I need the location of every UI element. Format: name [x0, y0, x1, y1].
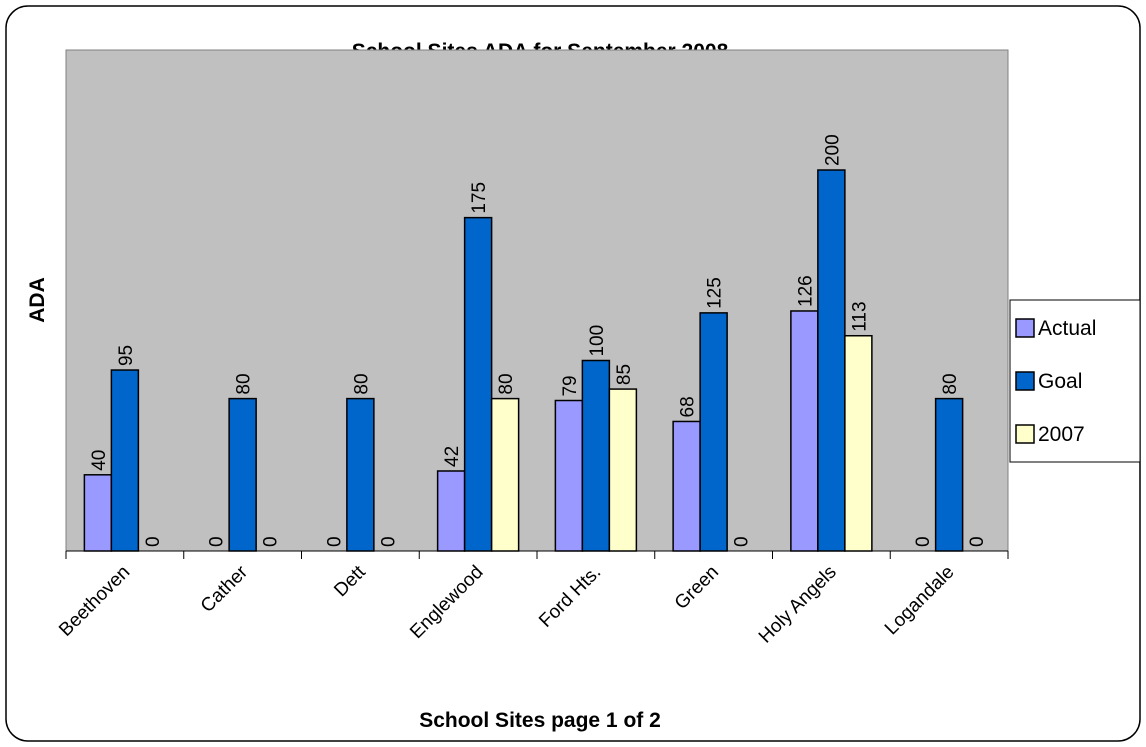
- value-label: 125: [705, 277, 726, 309]
- value-label: 0: [967, 536, 988, 547]
- value-label: 0: [261, 536, 282, 547]
- legend-swatch: [1015, 371, 1035, 391]
- value-label: 0: [732, 536, 753, 547]
- y-axis-title: ADA: [26, 277, 49, 323]
- bar: [699, 312, 728, 552]
- bar: [581, 359, 611, 552]
- value-label: 113: [849, 301, 870, 331]
- value-label: 80: [496, 373, 517, 394]
- value-label: 0: [378, 536, 399, 547]
- bar: [110, 369, 140, 552]
- bar: [608, 388, 638, 552]
- value-label: 80: [940, 373, 961, 394]
- legend-swatch: [1015, 318, 1035, 338]
- bar: [490, 397, 520, 552]
- value-label: 42: [442, 446, 463, 467]
- legend-label: Actual: [1038, 317, 1096, 340]
- bar: [817, 169, 846, 552]
- value-label: 175: [469, 182, 490, 214]
- bar: [934, 397, 964, 552]
- bar: [83, 474, 113, 552]
- bar: [436, 470, 466, 552]
- x-axis-title: School Sites page 1 of 2: [419, 709, 661, 732]
- value-label: 40: [89, 450, 110, 471]
- value-label: 80: [234, 373, 255, 394]
- bar: [554, 399, 584, 552]
- value-label: 0: [207, 536, 228, 547]
- bar: [672, 420, 701, 552]
- value-label: 68: [678, 396, 699, 417]
- value-label: 80: [351, 373, 372, 394]
- value-label: 126: [795, 275, 816, 307]
- value-label: 0: [913, 536, 934, 547]
- legend-label: Goal: [1038, 370, 1082, 393]
- value-label: 0: [324, 536, 345, 547]
- legend-swatch: [1015, 424, 1035, 444]
- legend-label: 2007: [1038, 423, 1085, 446]
- value-label: 79: [560, 375, 581, 396]
- bar: [463, 216, 493, 552]
- value-label: 85: [614, 364, 635, 385]
- value-label: 0: [143, 536, 164, 547]
- value-label: 95: [116, 345, 137, 366]
- value-label: 100: [587, 325, 608, 357]
- bar: [346, 397, 375, 552]
- bar: [228, 397, 257, 552]
- bar: [790, 310, 819, 552]
- bar: [844, 334, 873, 552]
- value-label: 200: [822, 134, 843, 166]
